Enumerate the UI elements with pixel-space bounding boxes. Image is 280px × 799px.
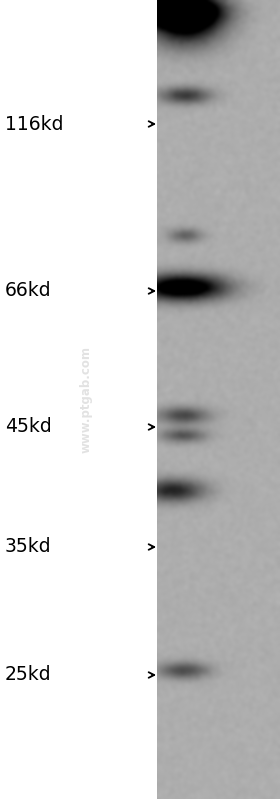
Text: 116kd: 116kd (5, 114, 64, 133)
Text: 45kd: 45kd (5, 418, 52, 436)
Text: 66kd: 66kd (5, 281, 52, 300)
Text: www.ptgab.com: www.ptgab.com (80, 346, 93, 453)
Text: 25kd: 25kd (5, 666, 52, 685)
Text: 35kd: 35kd (5, 538, 52, 556)
